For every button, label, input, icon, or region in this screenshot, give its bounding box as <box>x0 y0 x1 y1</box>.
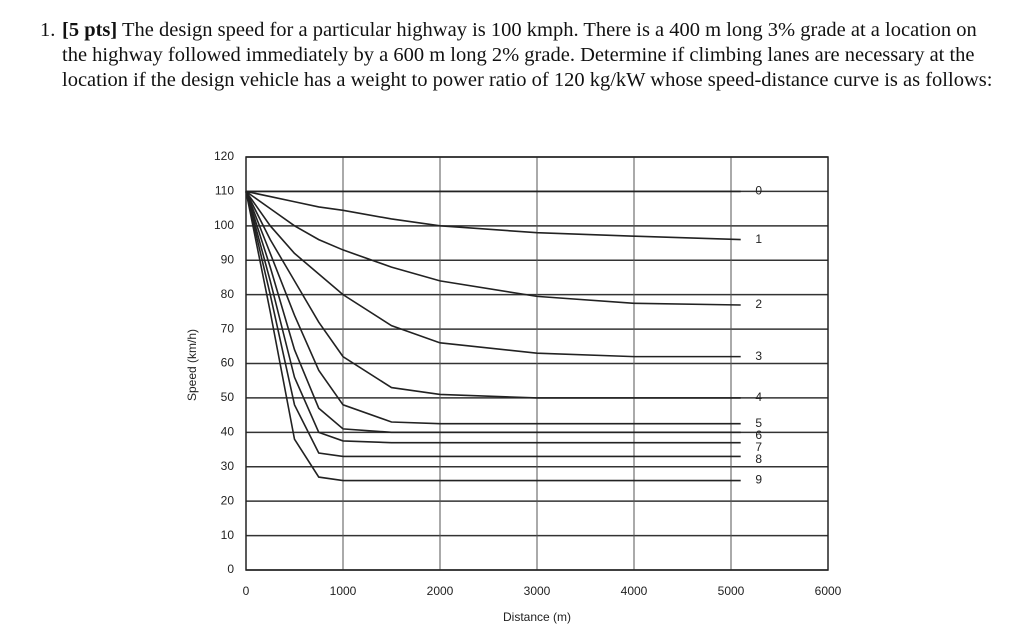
speed-curve <box>245 191 741 444</box>
speed-curve <box>245 191 741 482</box>
speed-curve <box>245 190 741 358</box>
y-tick-label: 90 <box>221 252 235 266</box>
problem: 1. [5 pts] The design speed for a particu… <box>40 18 997 93</box>
speed-curve <box>245 191 741 434</box>
x-tick-label: 2000 <box>427 584 454 598</box>
y-tick-label: 120 <box>214 149 234 163</box>
curve-label: 0 <box>755 184 762 198</box>
x-tick-label: 4000 <box>621 584 648 598</box>
speed-curve <box>245 190 741 306</box>
y-tick-label: 60 <box>221 356 235 370</box>
curve-label: 3 <box>755 349 762 363</box>
curve-label: 6 <box>755 428 762 442</box>
x-tick-label: 6000 <box>815 584 842 598</box>
speed-curve <box>245 190 741 241</box>
x-tick-label: 5000 <box>718 584 745 598</box>
speed-curve <box>245 191 741 399</box>
x-tick-label: 3000 <box>524 584 551 598</box>
problem-number: 1. <box>40 19 56 41</box>
x-tick-label: 1000 <box>330 584 357 598</box>
y-tick-label: 30 <box>221 459 235 473</box>
x-axis-label: Distance (m) <box>503 610 571 624</box>
y-tick-label: 0 <box>227 562 234 576</box>
y-tick-label: 20 <box>221 493 235 507</box>
y-tick-label: 40 <box>221 425 235 439</box>
y-tick-label: 50 <box>221 390 235 404</box>
curve-label: 4 <box>755 390 762 404</box>
speed-curve <box>245 191 741 425</box>
chart: Distance (m) Speed (km/h) 01020304050607… <box>185 149 842 624</box>
problem-points: [5 pts] <box>62 19 118 41</box>
y-axis-label: Speed (km/h) <box>185 329 199 401</box>
y-tick-label: 100 <box>214 218 234 232</box>
y-tick-label: 110 <box>215 184 234 198</box>
curve-label: 1 <box>755 232 762 246</box>
plot-frame <box>245 156 829 571</box>
curve-label: 5 <box>755 416 762 430</box>
curve-label: 9 <box>755 473 762 487</box>
curve-label: 2 <box>755 297 762 311</box>
problem-text: The design speed for a particular highwa… <box>62 19 993 91</box>
speed-curve <box>245 191 741 458</box>
y-tick-label: 70 <box>221 321 235 335</box>
y-tick-label: 80 <box>221 287 235 301</box>
curve-label: 7 <box>755 440 762 454</box>
y-tick-label: 10 <box>221 528 235 542</box>
x-tick-label: 0 <box>243 584 250 598</box>
curve-label: 8 <box>755 452 762 466</box>
